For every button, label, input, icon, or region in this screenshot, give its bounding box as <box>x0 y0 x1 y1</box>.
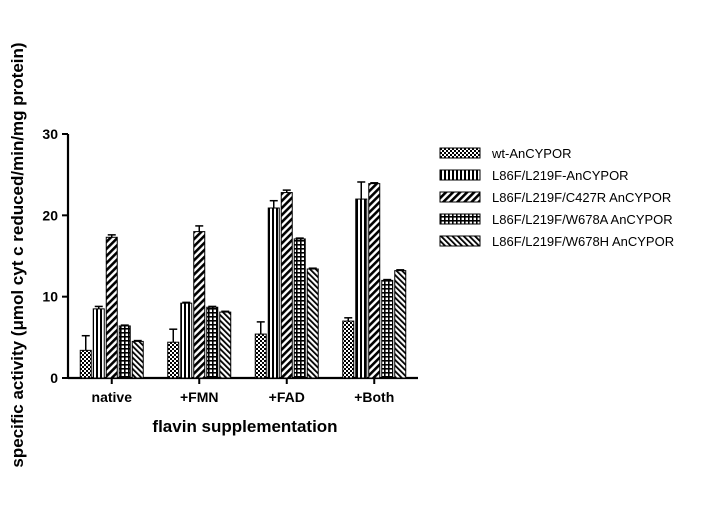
legend-swatch <box>439 235 481 247</box>
bar <box>293 238 306 379</box>
legend-swatch <box>439 213 481 225</box>
y-tick-label: 30 <box>42 126 58 142</box>
bar <box>355 198 368 379</box>
bar <box>342 320 355 379</box>
legend-label: L86F/L219F/C427R AnCYPOR <box>492 190 671 205</box>
bar <box>180 302 193 379</box>
legend-swatch <box>439 169 481 181</box>
y-axis: 0 10 20 30 <box>42 126 70 386</box>
x-axis: native +FMN +FAD +Both <box>68 376 418 405</box>
bar <box>381 279 394 379</box>
bar <box>206 306 219 379</box>
bars <box>79 181 407 379</box>
x-tick-label: native <box>92 389 133 405</box>
bar <box>193 231 206 379</box>
x-tick-label: +FMN <box>180 389 219 405</box>
bar <box>394 270 407 379</box>
x-tick-label: +FAD <box>269 389 305 405</box>
bar <box>131 340 144 379</box>
legend-label: L86F/L219F/W678A AnCYPOR <box>492 212 673 227</box>
y-tick-label: 20 <box>42 207 58 223</box>
legend-label: L86F/L219F-AnCYPOR <box>492 168 629 183</box>
bar <box>219 311 232 379</box>
bar <box>167 341 180 379</box>
bar <box>118 325 131 379</box>
bar <box>105 236 118 379</box>
bar <box>306 268 319 379</box>
y-tick-label: 10 <box>42 289 58 305</box>
legend-swatch <box>439 191 481 203</box>
legend-swatch <box>439 147 481 159</box>
legend-label: wt-AnCYPOR <box>491 146 571 161</box>
legend-label: L86F/L219F/W678H AnCYPOR <box>492 234 674 249</box>
bar <box>280 192 293 379</box>
legend: wt-AnCYPOR L86F/L219F-AnCYPOR L86F/L219F/C… <box>439 146 674 249</box>
bar <box>254 333 267 379</box>
bar <box>79 349 92 379</box>
bar <box>368 183 381 379</box>
x-tick-label: +Both <box>354 389 394 405</box>
bar <box>92 308 105 379</box>
x-axis-title: flavin supplementation <box>152 417 337 436</box>
y-tick-label: 0 <box>50 370 58 386</box>
bar <box>267 207 280 379</box>
y-axis-title: specific activity (μmol cyt c reduced/mi… <box>8 42 27 467</box>
